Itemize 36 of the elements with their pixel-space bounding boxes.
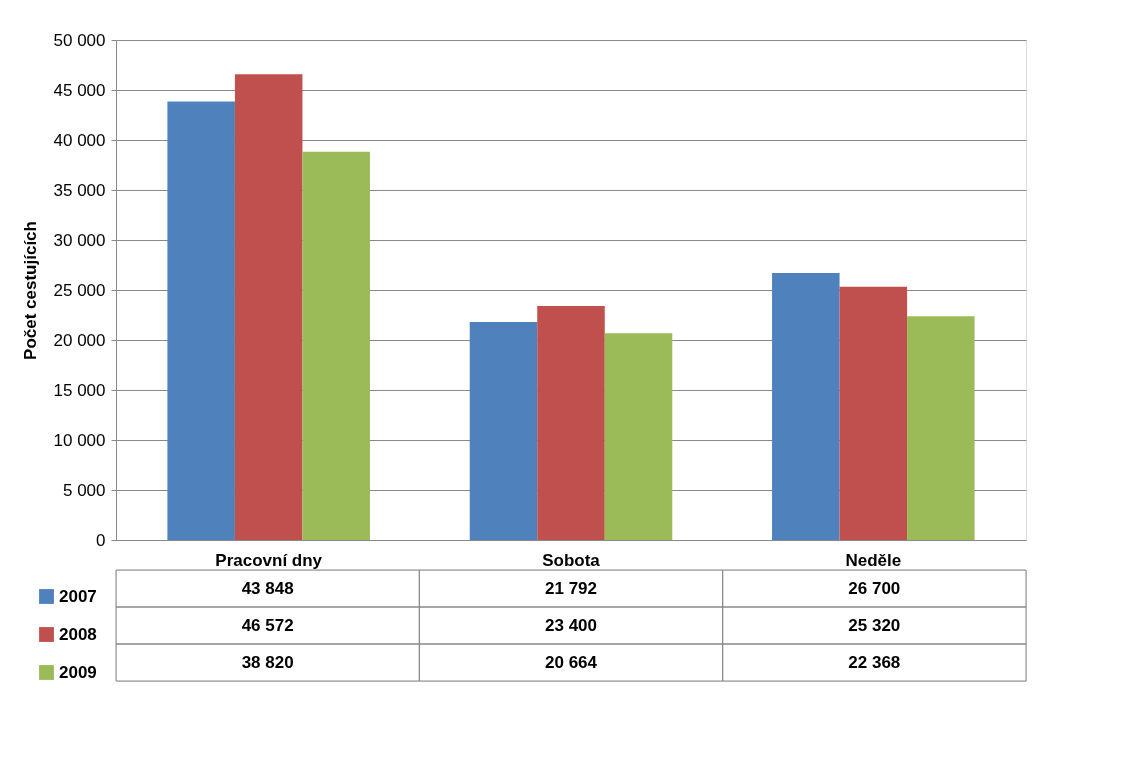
- legend-label: 2007: [59, 586, 97, 606]
- data-label: 20 664: [545, 652, 598, 672]
- data-label: 22 368: [848, 652, 901, 672]
- bar: [167, 101, 235, 540]
- y-tick-label: 45 000: [53, 80, 106, 100]
- y-tick-label: 30 000: [53, 230, 106, 250]
- y-axis-title: Počet cestujících: [20, 221, 40, 360]
- data-label: 46 572: [241, 615, 294, 635]
- bar: [302, 151, 370, 540]
- data-label: 38 820: [241, 652, 294, 672]
- y-tick-label: 20 000: [53, 330, 106, 350]
- y-tick-label: 40 000: [53, 130, 106, 150]
- data-label: 26 700: [848, 578, 901, 598]
- x-tick-label: Pracovní dny: [215, 550, 323, 570]
- y-tick-label: 25 000: [53, 280, 106, 300]
- bar: [537, 306, 605, 540]
- bar: [469, 322, 538, 540]
- data-label: 21 792: [545, 578, 597, 598]
- bar: [604, 333, 673, 540]
- data-label: 43 848: [241, 578, 294, 598]
- y-tick-label: 35 000: [53, 180, 106, 200]
- bar: [839, 286, 908, 540]
- y-tick-label: 50 000: [53, 30, 106, 50]
- y-tick-label: 5 000: [62, 480, 106, 500]
- legend-label: 2008: [59, 624, 97, 644]
- bar: [907, 316, 975, 540]
- data-label: 23 400: [545, 615, 597, 635]
- y-tick-label: 15 000: [53, 380, 106, 400]
- bar: [772, 273, 840, 540]
- legend-label: 2009: [59, 662, 97, 682]
- data-label: 25 320: [848, 615, 901, 635]
- bar: [234, 74, 303, 540]
- y-tick-label: 0: [96, 530, 106, 550]
- x-tick-label: Neděle: [845, 550, 902, 570]
- y-tick-label: 10 000: [53, 430, 106, 450]
- x-tick-label: Sobota: [542, 550, 601, 570]
